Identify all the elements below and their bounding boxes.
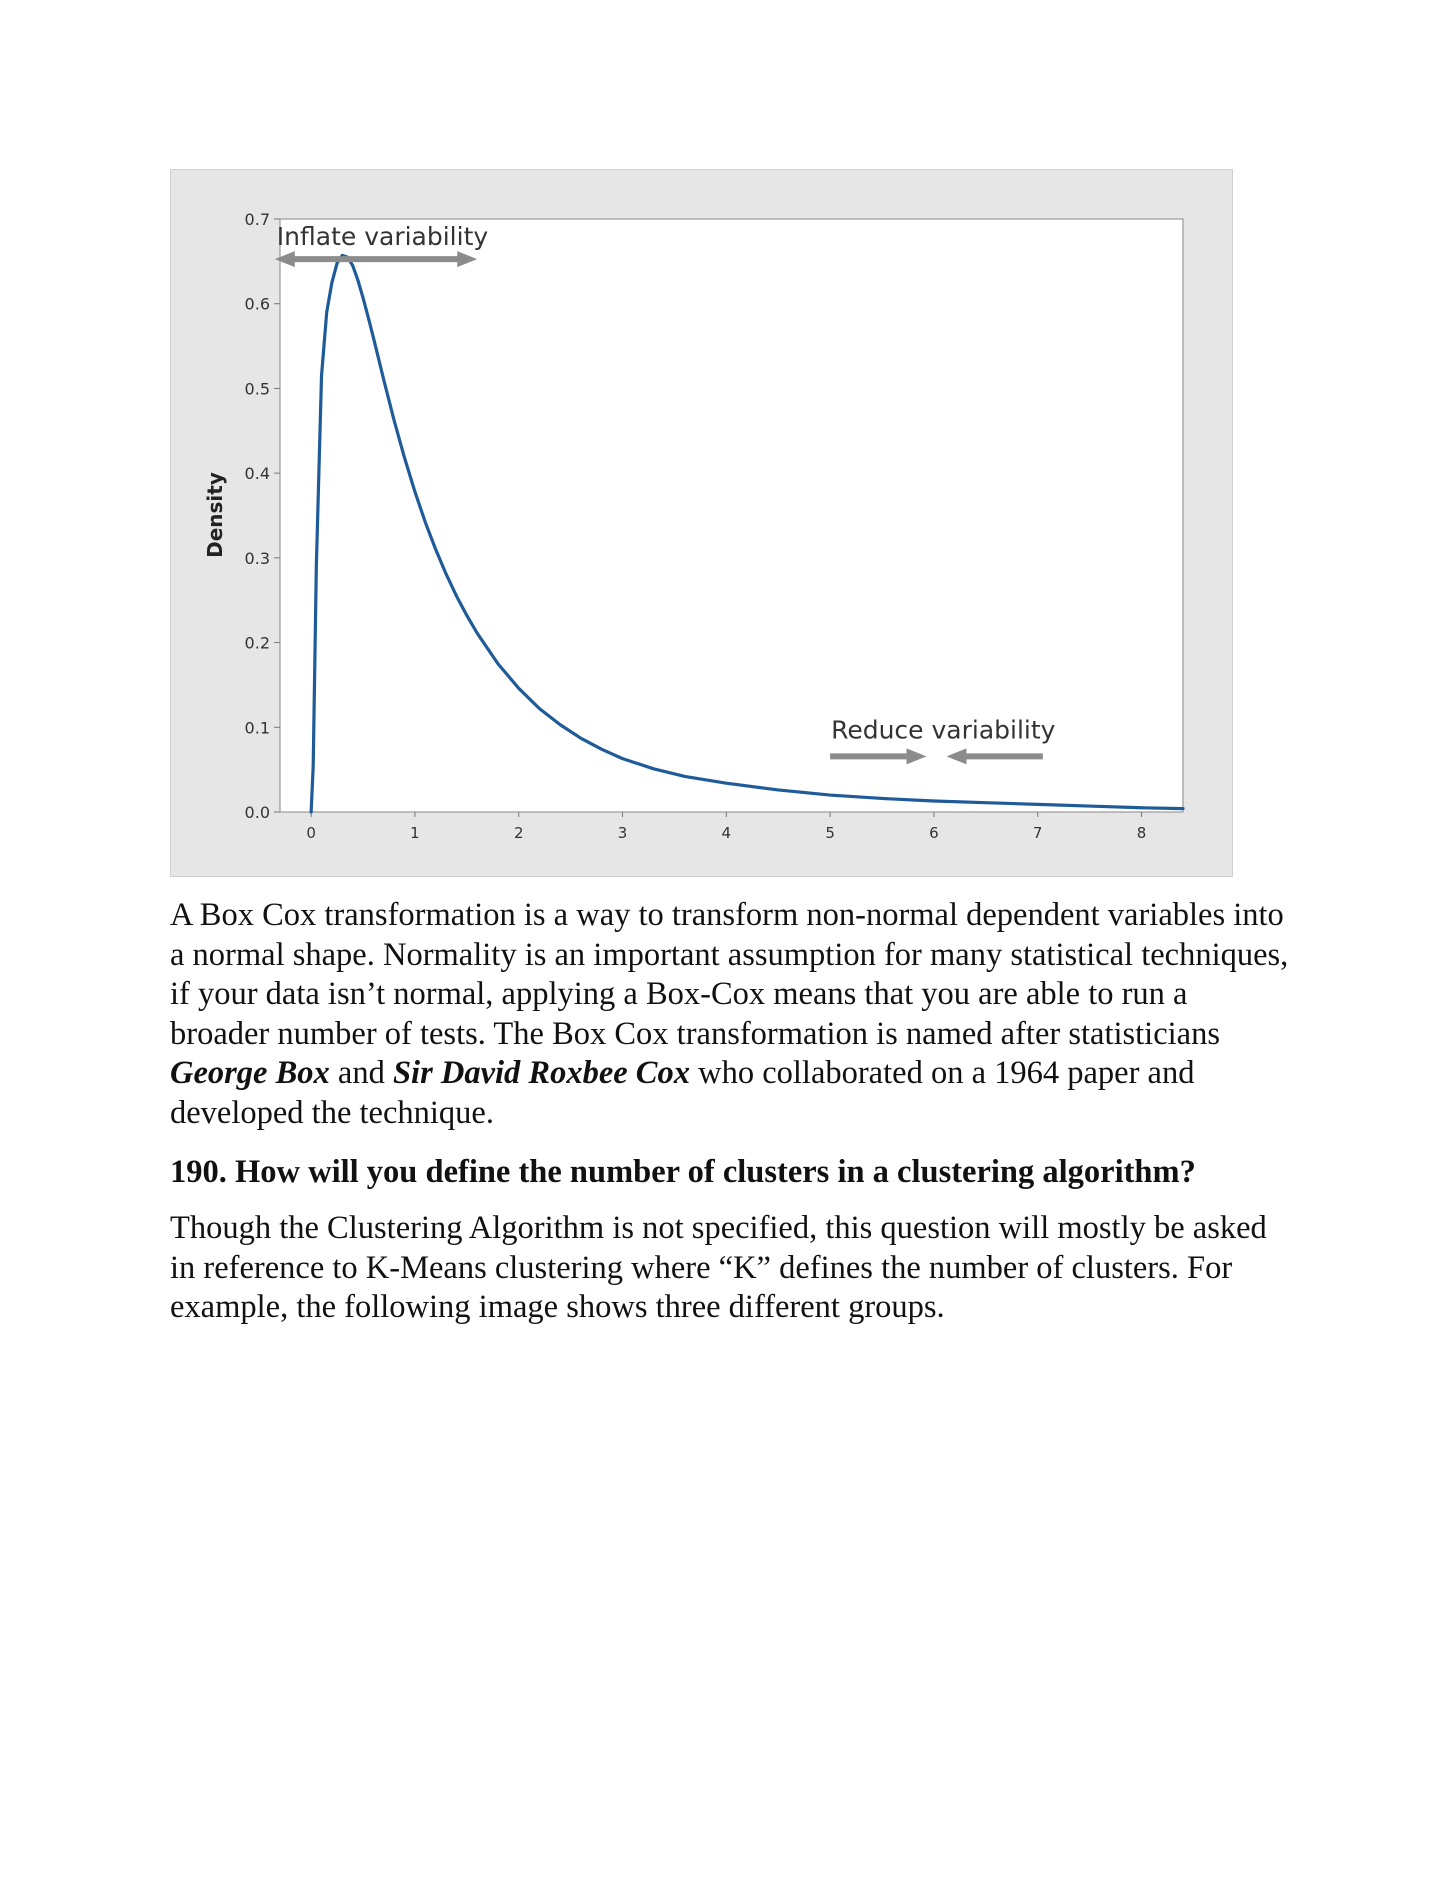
y-tick-label: 0.3 (245, 549, 270, 568)
inflate-arrow-left-head (274, 251, 295, 268)
x-tick-label: 4 (722, 824, 732, 842)
x-tick-label: 8 (1137, 824, 1147, 842)
question-heading: 190. How will you define the number of c… (170, 1154, 1196, 1190)
reduce-arrow-left-head (906, 748, 927, 765)
x-tick-label: 6 (929, 824, 939, 842)
density-curve-line (309, 253, 1185, 814)
inflate-variability-label: Inflate variability (277, 222, 489, 251)
reduce-variability-label: Reduce variability (831, 715, 1056, 744)
clusters-paragraph: Though the Clustering Algorithm is not s… (170, 1210, 1267, 1325)
x-axis-ticks: 0 1 2 3 4 5 6 7 8 (306, 812, 1146, 842)
x-tick-label: 5 (825, 824, 835, 842)
george-box-name: George Box (170, 1055, 330, 1091)
plot-area (279, 218, 1184, 813)
y-tick-label: 0.4 (245, 464, 270, 483)
inflate-arrow-right-head (457, 251, 478, 268)
y-tick-label: 0.0 (245, 803, 270, 822)
y-axis-ticks: 0.0 0.1 0.2 0.3 0.4 0.5 0.6 0.7 (245, 210, 280, 822)
x-tick-label: 1 (410, 824, 420, 842)
y-tick-label: 0.7 (245, 210, 270, 229)
chart-annotations: Inflate variability Reduce variability (274, 222, 1056, 765)
y-axis-label: Density (203, 472, 227, 558)
x-tick-label: 7 (1033, 824, 1043, 842)
y-tick-label: 0.2 (245, 634, 270, 653)
density-chart-figure: 0.0 0.1 0.2 0.3 0.4 0.5 0.6 0.7 0 1 2 3 4 5 6 7 8 Densi… (170, 169, 1233, 877)
y-tick-label: 0.5 (245, 379, 270, 398)
paragraph-text-part: A Box Cox transformation is a way to tra… (170, 897, 1289, 1052)
y-tick-label: 0.6 (245, 295, 270, 314)
reduce-arrow-right-head (946, 748, 967, 765)
density-chart: 0.0 0.1 0.2 0.3 0.4 0.5 0.6 0.7 0 1 2 3 4 5 6 7 8 Densi… (170, 169, 1233, 877)
paragraph-text-part: who collaborated on a 1964 paper and dev… (170, 1055, 1195, 1131)
x-tick-label: 3 (618, 824, 628, 842)
x-tick-label: 2 (514, 824, 524, 842)
x-tick-label: 0 (306, 824, 316, 842)
paragraph-text-part: and (329, 1055, 393, 1091)
y-tick-label: 0.1 (245, 718, 270, 737)
box-cox-paragraph: A Box Cox transformation is a way to tra… (170, 896, 1290, 1133)
david-cox-name: Sir David Roxbee Cox (392, 1055, 690, 1091)
